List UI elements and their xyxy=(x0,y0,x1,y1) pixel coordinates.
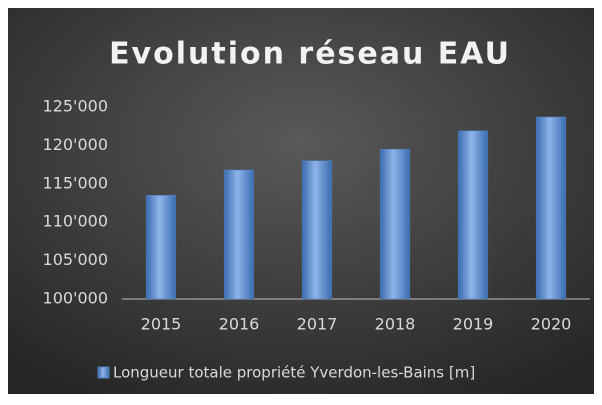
y-tick-label: 120'000 xyxy=(43,135,108,154)
x-tick-label: 2018 xyxy=(375,315,416,334)
y-tick-label: 115'000 xyxy=(43,173,108,192)
x-tick-label: 2016 xyxy=(219,315,260,334)
legend-label: Longueur totale propriété Yverdon-les-Ba… xyxy=(113,364,475,382)
x-tick-label: 2019 xyxy=(453,315,494,334)
y-tick-label: 125'000 xyxy=(43,97,108,116)
chart-background xyxy=(8,8,594,394)
x-tick-label: 2020 xyxy=(531,315,572,334)
bar xyxy=(535,116,567,300)
bar xyxy=(457,130,489,300)
bar xyxy=(301,160,333,300)
bar xyxy=(379,148,411,300)
bar xyxy=(223,169,255,300)
bar xyxy=(145,195,177,300)
chart-title: Evolution réseau EAU xyxy=(109,37,511,72)
y-tick-label: 105'000 xyxy=(43,250,108,269)
y-tick-label: 100'000 xyxy=(43,289,108,308)
y-tick-label: 110'000 xyxy=(43,212,108,231)
x-tick-label: 2017 xyxy=(297,315,338,334)
x-tick-label: 2015 xyxy=(141,315,182,334)
legend-swatch xyxy=(97,366,110,379)
